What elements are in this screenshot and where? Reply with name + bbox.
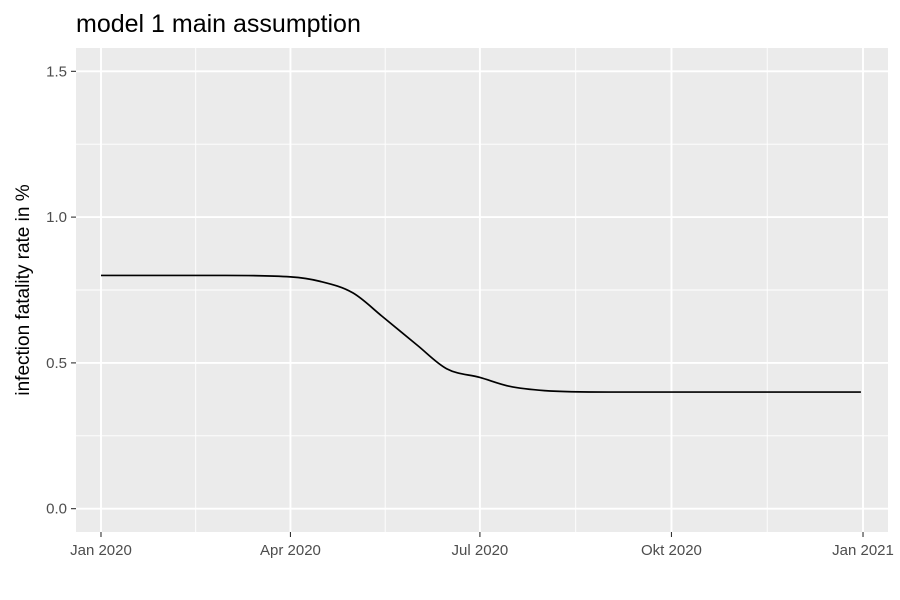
y-tick-label: 0.5 — [46, 355, 67, 372]
y-axis-label: infection fatality rate in % — [13, 184, 34, 395]
x-tick-label: Okt 2020 — [641, 542, 702, 559]
x-tick-label: Apr 2020 — [260, 542, 321, 559]
series-layer — [100, 274, 861, 393]
y-tick-label: 0.0 — [46, 501, 67, 518]
grid-minor — [76, 48, 888, 532]
y-tick-label: 1.5 — [46, 63, 67, 80]
y-tick-label: 1.0 — [46, 209, 67, 226]
x-axis: Jan 2020 Apr 2020 Jul 2020 Okt 2020 Jan 2021 — [70, 532, 894, 559]
series-line — [100, 274, 861, 393]
grid-major — [76, 48, 888, 532]
x-tick-label: Jan 2021 — [832, 542, 894, 559]
x-tick-label: Jul 2020 — [452, 542, 509, 559]
y-axis: 0.0 0.5 1.0 1.5 — [46, 63, 76, 518]
x-tick-label: Jan 2020 — [70, 542, 132, 559]
chart-title: model 1 main assumption — [76, 10, 361, 38]
